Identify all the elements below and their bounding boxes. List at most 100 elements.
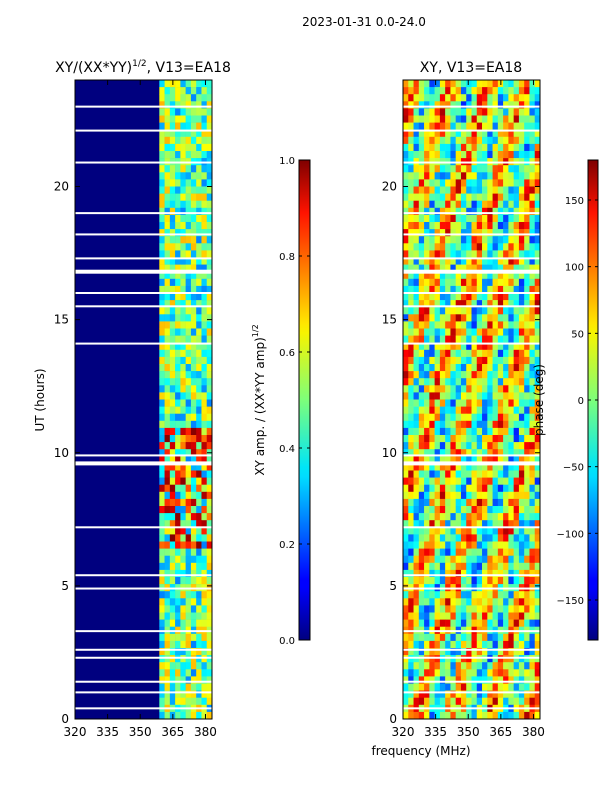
heat-cell <box>429 278 435 287</box>
heat-cell <box>418 87 425 95</box>
heat-cell <box>439 151 446 159</box>
heat-cell <box>518 612 525 620</box>
heat-cell <box>159 477 165 485</box>
heat-cell <box>180 463 186 471</box>
heat-cell <box>503 541 509 549</box>
heat-cell <box>175 449 181 457</box>
heat-cell <box>508 562 514 571</box>
heat-cell <box>190 548 197 556</box>
heat-cell <box>482 392 488 400</box>
heat-cell <box>492 165 499 173</box>
heat-cell <box>529 690 536 698</box>
heat-cell <box>196 200 202 209</box>
heat-cell <box>492 385 499 393</box>
heat-cell <box>508 307 514 315</box>
heat-cell <box>413 80 420 88</box>
heat-cell <box>471 484 478 493</box>
heat-cell <box>185 222 192 230</box>
heat-cell <box>418 108 425 116</box>
heat-cell <box>159 484 165 493</box>
heat-cell <box>413 222 420 230</box>
heat-cell <box>492 591 499 599</box>
heat-cell <box>524 243 530 251</box>
heat-cell <box>497 87 504 95</box>
heat-cell <box>201 555 208 564</box>
heat-cell <box>487 513 493 521</box>
heat-cell <box>169 151 176 159</box>
heat-cell <box>434 328 441 336</box>
heat-cell <box>190 250 197 258</box>
heat-cell <box>503 477 509 485</box>
heat-cell <box>169 648 176 656</box>
colorbar-a-ticks: 0.00.20.40.60.81.0 <box>279 156 310 647</box>
heat-cell <box>185 236 192 244</box>
heat-cell <box>529 136 536 145</box>
heat-cell <box>471 498 478 507</box>
heat-cell <box>492 534 499 542</box>
heat-cell <box>513 491 520 500</box>
heat-cell <box>503 605 509 613</box>
heat-cell <box>466 463 472 471</box>
heat-cell <box>418 321 425 329</box>
heat-cell <box>185 541 192 549</box>
heat-cell <box>466 392 472 400</box>
heat-cell <box>196 179 202 187</box>
heat-cell <box>413 364 420 372</box>
heat-cell <box>185 87 192 95</box>
heat-cell <box>460 364 467 372</box>
heat-cell <box>439 264 446 272</box>
heat-cell <box>201 711 208 719</box>
heat-cell <box>201 122 208 130</box>
heat-cell <box>185 186 192 194</box>
heat-cell <box>445 548 451 556</box>
heat-cell <box>190 676 197 684</box>
heat-cell <box>175 527 181 535</box>
heat-cell <box>460 498 467 507</box>
heat-cell <box>408 711 414 719</box>
heat-cell <box>429 697 435 706</box>
heat-cell <box>524 484 530 493</box>
heat-cell <box>445 697 451 706</box>
heat-cell <box>518 491 525 500</box>
heat-cell <box>460 278 467 287</box>
heat-cell <box>413 101 420 109</box>
heat-cell <box>201 222 208 230</box>
heat-cell <box>164 285 171 294</box>
heat-cell <box>408 683 414 691</box>
heat-cell <box>196 569 202 578</box>
heat-cell <box>466 214 472 223</box>
panel-b-xtick-label: 380 <box>522 725 545 739</box>
heat-cell <box>408 335 414 343</box>
heat-cell <box>455 449 462 457</box>
heat-cell <box>492 271 499 280</box>
heat-cell <box>513 229 520 237</box>
heat-cell <box>159 278 165 287</box>
heat-cell <box>492 520 499 528</box>
heat-cell <box>408 598 414 606</box>
heat-cell <box>471 420 478 429</box>
heat-cell <box>408 271 414 280</box>
heat-cell <box>408 527 414 535</box>
heat-cell <box>518 207 525 216</box>
heat-cell <box>524 207 530 216</box>
heat-cell <box>471 143 478 152</box>
heat-cell <box>196 541 202 549</box>
heat-cell <box>434 278 441 287</box>
heat-cell <box>450 94 456 102</box>
heat-cell <box>524 385 530 393</box>
heat-cell <box>487 420 493 429</box>
heat-cell <box>460 527 467 535</box>
heat-cell <box>482 648 488 656</box>
heat-cell <box>482 257 488 265</box>
heat-cell <box>508 683 514 691</box>
heat-cell <box>529 648 536 656</box>
heat-cell <box>445 243 451 251</box>
heat-cell <box>450 229 456 237</box>
heat-cell <box>180 413 186 422</box>
heat-cell <box>503 257 509 265</box>
heat-cell <box>196 662 202 670</box>
heat-cell <box>206 222 212 230</box>
heat-cell <box>201 697 208 706</box>
panel-a-ytick-label: 0 <box>61 712 69 726</box>
